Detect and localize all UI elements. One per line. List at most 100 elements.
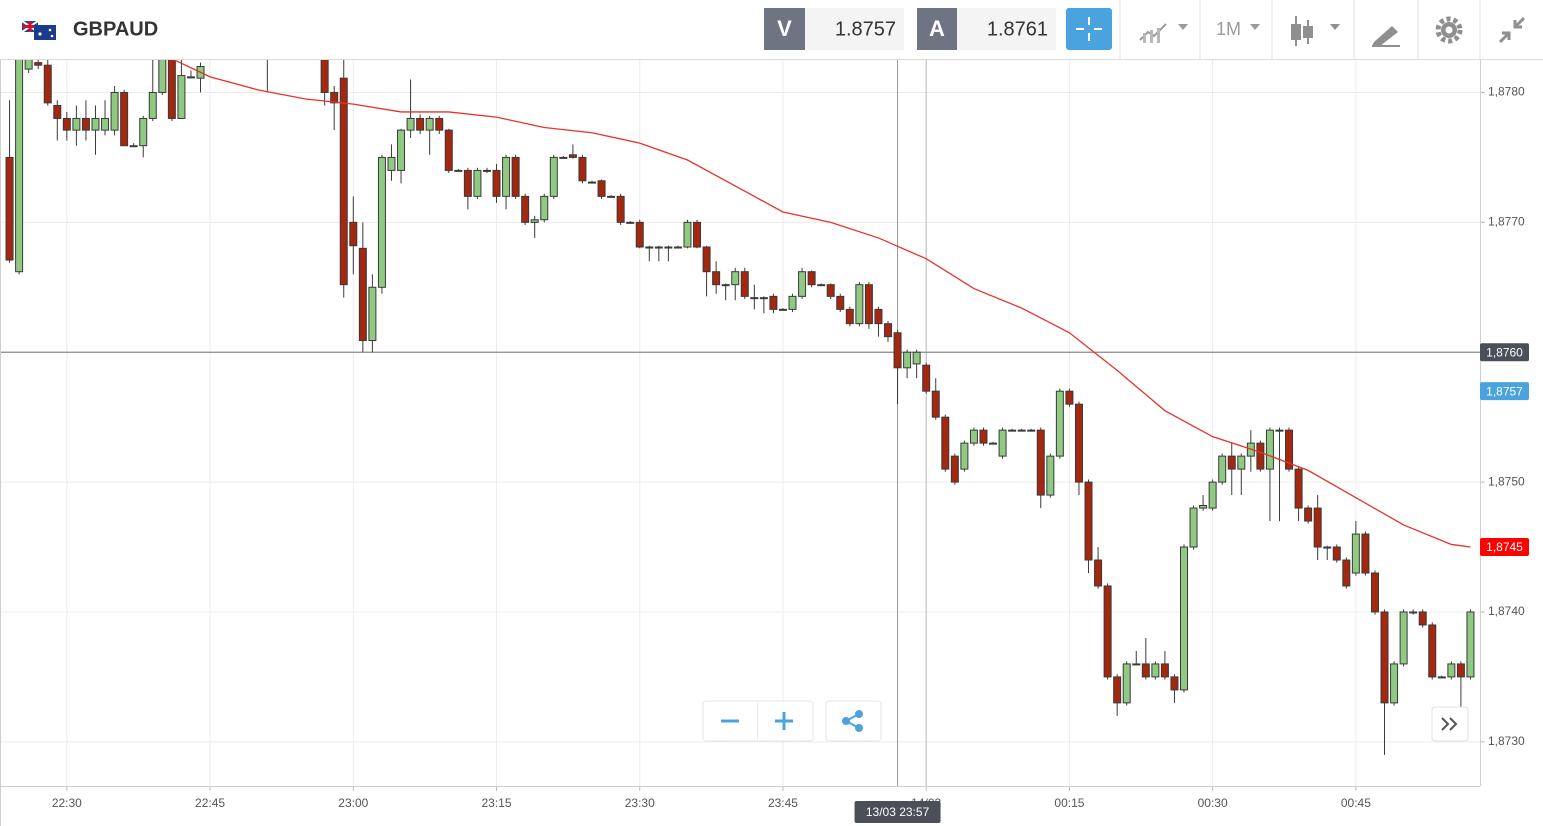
candle-body (979, 429, 988, 444)
collapse-button[interactable] (1498, 16, 1526, 44)
candle-body (186, 76, 195, 79)
candle-body (511, 156, 520, 197)
candle-body (607, 195, 616, 198)
candle-body (778, 308, 787, 311)
candle-body (559, 156, 568, 159)
candle-body (731, 271, 740, 286)
candle-body (1418, 611, 1427, 626)
candle-body (1208, 481, 1217, 509)
crosshair-button[interactable] (1066, 8, 1112, 50)
candle-body (597, 180, 606, 197)
candle-body (855, 284, 864, 325)
candle-body (43, 64, 52, 104)
candle-body (1313, 507, 1322, 548)
candle-body (53, 104, 62, 119)
candle-body (654, 246, 663, 249)
candle-body (1294, 468, 1303, 509)
candle-body (989, 442, 998, 445)
moving-average-line (173, 60, 1471, 548)
candle-body (463, 169, 472, 197)
candle-body (1141, 663, 1150, 678)
candle-body (960, 442, 969, 470)
candle-body (368, 286, 377, 342)
candle-body (349, 221, 358, 247)
candle-body (1151, 663, 1160, 678)
candle-body (81, 117, 90, 131)
candle-body (874, 308, 883, 325)
candle-body (91, 117, 100, 131)
chart-type-button[interactable] (1291, 16, 1340, 46)
candle-body (1170, 676, 1179, 691)
candle-body (1332, 546, 1341, 561)
price-tag-label: 1,8745 (1486, 540, 1523, 554)
zoom-in-button[interactable] (775, 712, 793, 730)
candle-body (1132, 663, 1141, 666)
candle-body (148, 91, 157, 119)
candle-body (683, 221, 692, 248)
timeframe[interactable]: 1M (1216, 19, 1241, 39)
candle-body (1275, 429, 1284, 432)
candle-body (588, 181, 596, 184)
candle-body (1466, 611, 1475, 678)
scroll-right-button[interactable] (1431, 706, 1469, 742)
share-button[interactable] (825, 700, 882, 742)
candle-body (721, 284, 730, 287)
candle-body (502, 156, 511, 197)
indicators-button[interactable] (1139, 23, 1188, 43)
bid-label: V (777, 16, 792, 41)
ask-label: A (929, 16, 945, 41)
candle-body (425, 117, 434, 131)
candle-body (120, 91, 129, 147)
candle-body (24, 60, 33, 70)
candle-body (1428, 624, 1437, 678)
candle-body (635, 221, 644, 248)
candle-body (1265, 429, 1274, 470)
ask-box[interactable] (957, 8, 1056, 50)
candle-body (129, 145, 138, 148)
candle-body (893, 332, 902, 369)
candle-body (330, 91, 339, 104)
ask-label-box[interactable] (917, 8, 957, 50)
candle-body (1055, 390, 1064, 457)
crosshair-time-label: 13/03 23:57 (866, 805, 930, 819)
candle-body (530, 219, 539, 223)
overlay: 1,8730 1,8740 1,8750 1,8760 1,8770 1,8780 22:3… (0, 60, 1529, 826)
symbol: GBPAUD (73, 18, 158, 40)
candle-body (387, 156, 396, 171)
candle-body (759, 297, 768, 300)
candle-body (377, 156, 386, 288)
candle-body (549, 156, 558, 197)
candle-body (1065, 390, 1074, 405)
candle-body (1199, 504, 1208, 509)
bid-label-box[interactable] (764, 8, 805, 50)
price-tag (1480, 382, 1529, 401)
drawing-tools-button[interactable] (1372, 26, 1400, 47)
candle-body (101, 117, 110, 131)
crosshair-price-label: 1,8760 (1486, 345, 1523, 359)
candle-body (1084, 481, 1093, 561)
settings-button[interactable] (1435, 16, 1463, 44)
candle-body (1285, 429, 1294, 470)
candle-body (845, 308, 854, 325)
bid-price: 1.8757 (835, 18, 896, 40)
candle-body (1008, 429, 1017, 432)
y-tick-label: 1,8770 (1488, 215, 1525, 229)
candle-body (1122, 663, 1131, 704)
candle-body (931, 390, 940, 418)
y-tick-label: 1,8750 (1488, 474, 1525, 488)
flag (21, 20, 56, 40)
candle-body (1180, 546, 1188, 691)
candle-body (15, 60, 24, 273)
candle-body (941, 416, 950, 470)
x-tick-label: 00:45 (1341, 796, 1371, 810)
candle-body (34, 62, 43, 66)
plot-area (0, 60, 1480, 786)
candle-body (1323, 546, 1332, 549)
candle-body (1103, 585, 1112, 678)
x-tick-label: 22:45 (195, 796, 225, 810)
candle-body (912, 351, 921, 365)
bid-box[interactable] (805, 8, 904, 50)
candle-body (482, 169, 491, 172)
